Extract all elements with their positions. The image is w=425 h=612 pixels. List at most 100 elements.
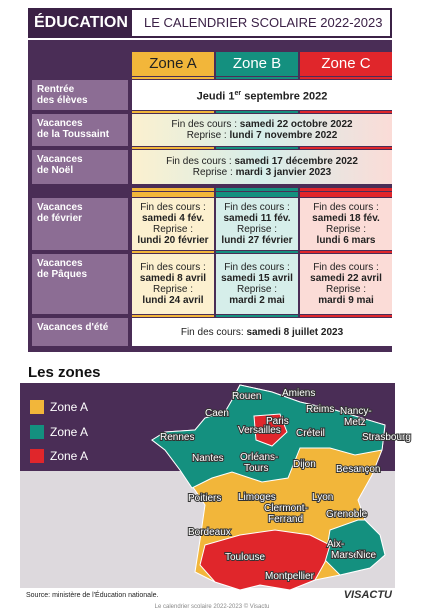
label-text: Fin des cours :: [166, 156, 232, 167]
header-title: LE CALENDRIER SCOLAIRE 2022-2023: [128, 8, 392, 38]
zone-header: Zone B: [216, 52, 298, 76]
label-line: de février: [37, 213, 83, 224]
label-text: Reprise :: [236, 224, 277, 235]
stripe: [216, 315, 298, 317]
date: samedi 22 avril: [310, 273, 382, 284]
stripe: [132, 111, 214, 113]
label-line: Vacances: [37, 258, 83, 269]
label-text: Reprise :: [152, 224, 193, 235]
stripe: [132, 188, 214, 191]
stripe: [216, 147, 298, 149]
city-label: Nancy-: [340, 406, 372, 417]
stripe: [300, 195, 392, 197]
line: Fin des cours : samedi 17 décembre 2022: [132, 156, 392, 167]
zone-b-region: [324, 519, 386, 576]
city-label: Poitiers: [188, 493, 221, 504]
date: samedi 22 octobre 2022: [239, 119, 353, 130]
stripe: [216, 111, 298, 113]
stripe: [216, 195, 298, 197]
source: Source: ministère de l'Éducation nationa…: [26, 590, 159, 599]
legend-swatch: [30, 449, 44, 463]
cell: Fin des cours : samedi 11 fév. Reprise : lu…: [216, 198, 298, 250]
row-label: Vacances d'été: [32, 318, 128, 346]
stripe: [216, 251, 298, 253]
cell: Fin des cours : samedi 22 avril Reprise :m…: [300, 254, 392, 314]
stripe: [300, 315, 392, 317]
city-label: Créteil: [296, 428, 325, 439]
date: mardi 3 janvier 2023: [235, 167, 332, 178]
stripe: [300, 251, 392, 253]
zone-header: Zone A: [132, 52, 214, 76]
date: lundi 6 mars: [316, 235, 376, 246]
legend-swatch: [30, 400, 44, 414]
cell: Jeudi 1er septembre 2022: [132, 80, 392, 110]
label-text: Fin des cours :: [140, 202, 206, 213]
city-label: Ferrand: [268, 514, 303, 525]
date: lundi 27 février: [221, 235, 293, 246]
row-label: Vacances de Pâques: [32, 254, 128, 314]
stripe: [300, 147, 392, 149]
line: Reprise : mardi 3 janvier 2023: [132, 167, 392, 178]
city-label: Rouen: [232, 391, 261, 402]
date: samedi 4 fév.: [141, 213, 205, 224]
line: Jeudi 1er septembre 2022: [132, 88, 392, 103]
legend-label: Zone A: [50, 425, 88, 439]
city-label: Rennes: [160, 432, 194, 443]
city-label: Clermont-: [264, 503, 308, 514]
date: samedi 8 juillet 2023: [246, 326, 344, 338]
label-text: Fin des cours :: [313, 262, 379, 273]
label-line: Vacances: [37, 154, 83, 165]
stripe: [132, 315, 214, 317]
city-label: Orléans-: [240, 452, 278, 463]
stripe: [300, 111, 392, 113]
row-label: Vacances de la Toussaint: [32, 114, 128, 146]
caption: Le calendrier scolaire 2022-2023 © Visac…: [155, 603, 270, 610]
stripe: [216, 192, 298, 195]
city-label: Strasbourg: [362, 432, 411, 443]
zone-c-region: [199, 529, 331, 591]
stripe: [132, 195, 214, 197]
label-text: Reprise :: [236, 284, 277, 295]
stripe: [300, 192, 392, 195]
row-label: Vacances de Noël: [32, 150, 128, 184]
row-label: Rentrée des élèves: [32, 80, 128, 110]
line: Reprise : lundi 7 novembre 2022: [132, 130, 392, 141]
line: Fin des cours : samedi 22 octobre 2022: [132, 119, 392, 130]
city-label: Nantes: [192, 453, 224, 464]
date: samedi 11 fév.: [223, 213, 291, 224]
city-label: Toulouse: [225, 552, 265, 563]
city-label: Aix-: [327, 539, 344, 550]
date: samedi 8 avril: [139, 273, 207, 284]
label-text: Reprise :: [325, 284, 366, 295]
date: samedi 17 décembre 2022: [234, 156, 358, 167]
label-text: Reprise :: [192, 167, 233, 178]
city-label: Paris: [266, 416, 289, 427]
city-label: Nice: [356, 550, 376, 561]
label-text: Reprise :: [152, 284, 193, 295]
city-label: Montpellier: [265, 571, 315, 582]
row-label: Vacances de février: [32, 198, 128, 250]
cell: Fin des cours : samedi 15 avril Reprise :m…: [216, 254, 298, 314]
header-section: ÉDUCATION: [28, 8, 132, 38]
cell: Fin des cours : samedi 4 fév. Reprise : lun…: [132, 198, 214, 250]
label-text: Reprise :: [325, 224, 366, 235]
section-title: Les zones: [28, 364, 101, 381]
city-label: Marseille: [331, 550, 371, 561]
stripe: [132, 192, 214, 195]
date: mardi 2 mai: [229, 295, 285, 306]
stripe: [132, 251, 214, 253]
cell: Fin des cours : samedi 17 décembre 2022 R…: [132, 150, 392, 184]
stripe: [300, 77, 392, 79]
label-line: Vacances d'été: [37, 322, 109, 333]
stripe: [132, 147, 214, 149]
city-label: Limoges: [238, 492, 276, 503]
zone-c-region: [253, 413, 288, 447]
label-line: de Pâques: [37, 269, 88, 280]
date: samedi 18 fév.: [312, 213, 380, 224]
label-text: Reprise :: [186, 130, 227, 141]
date: lundi 7 novembre 2022: [229, 130, 338, 141]
cell: Fin des cours : samedi 8 avril Reprise : lu…: [132, 254, 214, 314]
city-label: Besançon: [336, 464, 380, 475]
zone-header: Zone C: [300, 52, 392, 76]
